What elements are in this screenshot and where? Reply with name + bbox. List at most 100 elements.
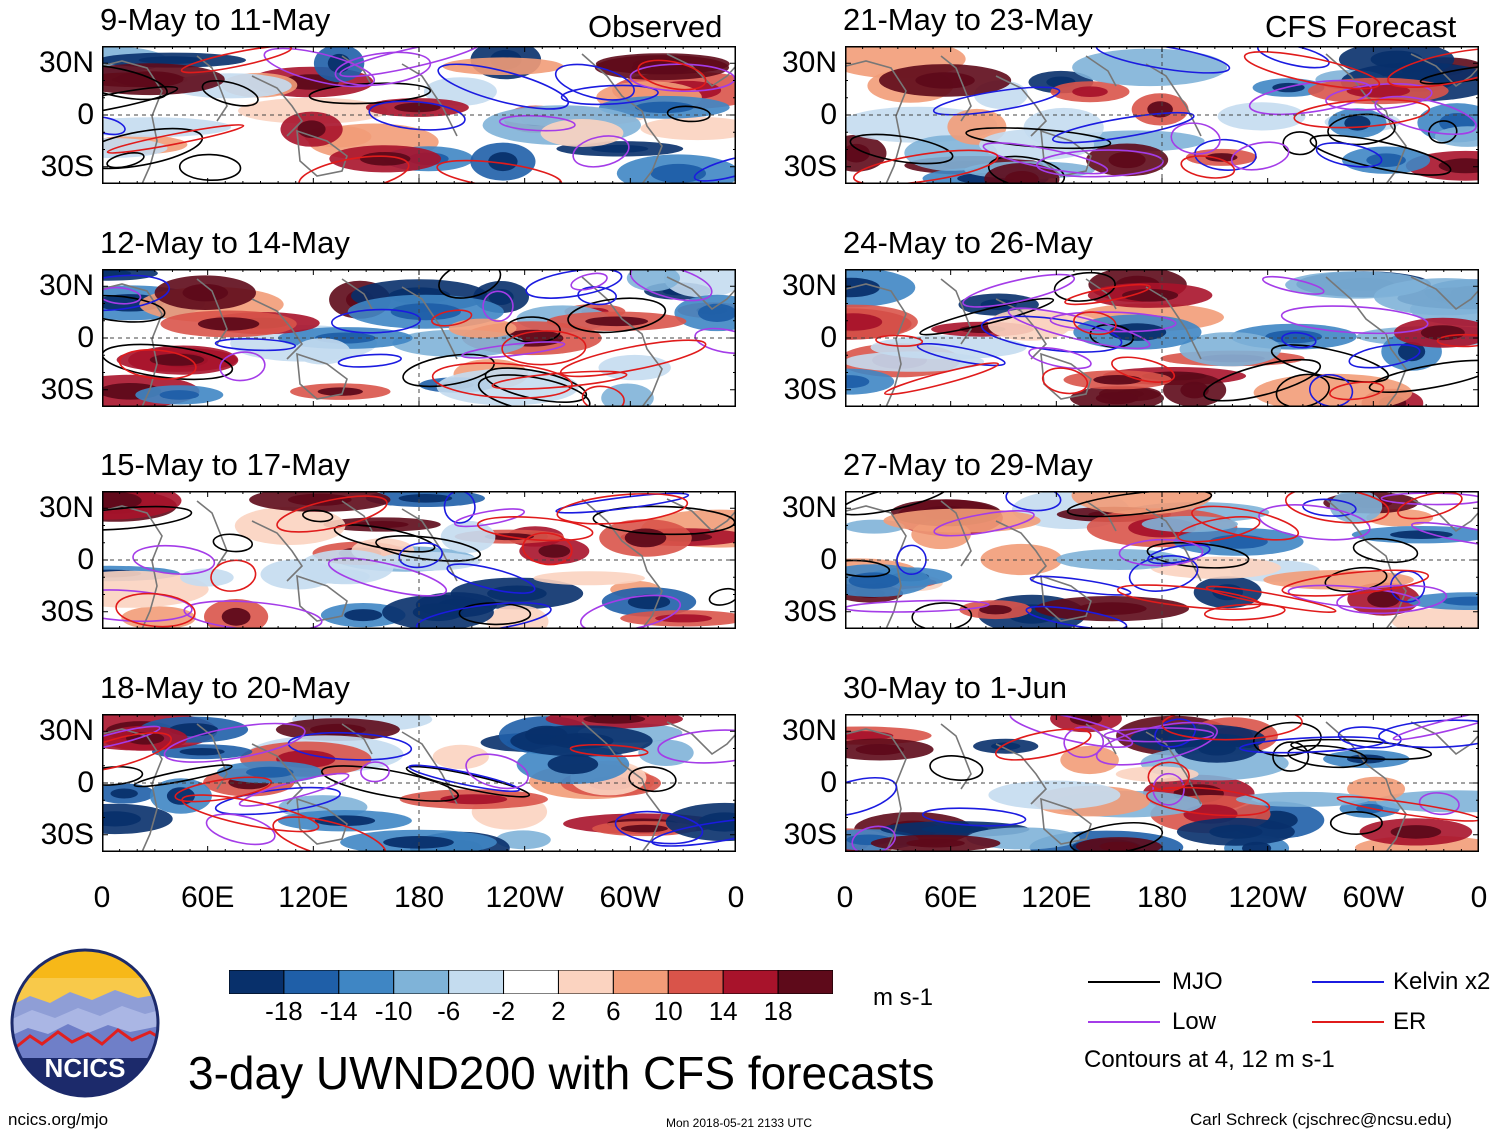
coastline <box>995 75 1048 137</box>
coastline <box>940 55 972 122</box>
lon-label-60w: 60W <box>599 881 662 914</box>
contour-low <box>461 341 566 359</box>
panel-title-1-0: 21-May to 23-May <box>843 2 1093 37</box>
wind-anomaly-core <box>1205 153 1238 162</box>
wind-anomaly-core <box>1420 325 1465 341</box>
contour-kelvin-x2 <box>398 542 443 569</box>
wind-anomaly-core <box>845 277 880 298</box>
wind-anomaly-blob <box>1072 48 1228 87</box>
wind-anomaly-blob <box>448 318 517 338</box>
contour-low <box>1336 584 1448 615</box>
map-svg-1-1 <box>845 269 1479 407</box>
contour-er <box>276 495 388 533</box>
contour-er <box>522 532 573 566</box>
colorbar-swatch <box>722 969 779 995</box>
wind-anomaly-core <box>1390 530 1453 539</box>
map-panel-0-1 <box>102 269 736 407</box>
coastline <box>845 505 907 629</box>
wind-anomaly-core <box>1390 825 1442 839</box>
contour-mjo <box>1203 358 1322 402</box>
wind-anomaly-core <box>591 144 649 153</box>
colorbar-label: 6 <box>606 996 621 1026</box>
contour-kelvin-x2 <box>437 63 570 110</box>
map-svg-1-3 <box>845 714 1479 852</box>
wind-anomaly-core <box>538 544 571 558</box>
contour-low <box>1036 149 1164 178</box>
contour-kelvin-x2 <box>214 338 297 352</box>
lon-label-120w: 120W <box>485 881 564 914</box>
contour-low <box>339 46 483 78</box>
contour-kelvin-x2 <box>337 353 402 368</box>
coastline <box>196 278 228 345</box>
contour-low <box>1392 714 1479 741</box>
footer-url[interactable]: ncics.org/mjo <box>8 1110 109 1129</box>
contour-er <box>1281 569 1430 597</box>
contour-low <box>1287 584 1421 610</box>
contour-mjo <box>102 765 144 786</box>
contour-mjo <box>1352 537 1419 564</box>
contour-low <box>1170 122 1221 155</box>
observed-header: Observed <box>588 9 723 44</box>
wind-anomaly-core <box>620 824 668 833</box>
contour-mjo <box>919 297 1055 336</box>
panel-title-1-1: 24-May to 26-May <box>843 225 1093 260</box>
lat-label-30s: 30S <box>783 594 837 628</box>
contour-low <box>657 729 736 764</box>
wind-anomaly-blob <box>308 569 370 584</box>
lon-label-120e: 120E <box>278 881 349 914</box>
lat-label-30s: 30S <box>783 149 837 183</box>
wind-anomaly-blob <box>1263 570 1414 590</box>
wind-anomaly-blob <box>845 351 985 372</box>
wind-anomaly-blob <box>533 571 645 586</box>
panel-title-0-3: 18-May to 20-May <box>100 670 350 705</box>
wind-anomaly-core <box>631 61 693 74</box>
wind-anomaly-core <box>845 375 870 389</box>
wind-anomaly-blob <box>845 368 895 395</box>
wind-anomaly-core <box>583 714 646 724</box>
wind-anomaly-core <box>182 284 229 302</box>
wind-anomaly-core <box>1108 151 1146 169</box>
contour-kelvin-x2 <box>214 786 341 816</box>
contour-kelvin-x2 <box>845 776 898 817</box>
lat-label-30n: 30N <box>38 491 94 525</box>
lat-label-0: 0 <box>820 98 837 131</box>
contour-low <box>132 544 216 575</box>
wind-anomaly-core <box>1180 381 1209 399</box>
wind-anomaly-core <box>1265 330 1323 344</box>
lon-label-180: 180 <box>393 881 445 914</box>
wind-anomaly-core <box>115 71 184 88</box>
wind-anomaly-core <box>1366 153 1406 167</box>
wind-anomaly-core <box>344 609 383 622</box>
wind-anomaly-blob <box>180 568 234 587</box>
wind-anomaly-core <box>179 748 225 756</box>
contour-er <box>995 728 1092 761</box>
contour-er <box>875 334 924 347</box>
wind-anomaly-blob <box>1115 766 1199 782</box>
contour-low <box>1280 305 1429 335</box>
wind-anomaly-core <box>102 811 141 827</box>
coastline <box>1410 498 1479 533</box>
wind-anomaly-core <box>1209 824 1263 839</box>
contour-mjo <box>320 765 460 802</box>
wind-anomaly-blob <box>988 780 1121 810</box>
contour-er <box>852 149 999 184</box>
contour-mjo <box>929 755 984 781</box>
colorbar-swatch <box>338 969 395 995</box>
contour-er <box>1041 367 1089 395</box>
contour-low <box>1007 307 1151 350</box>
colorbar-label: -2 <box>491 996 516 1026</box>
lon-label-60e: 60E <box>180 881 235 914</box>
contour-mjo <box>106 152 145 169</box>
wind-anomaly-core <box>488 289 514 305</box>
contour-er <box>1284 491 1390 524</box>
colorbar-label: -14 <box>320 996 358 1026</box>
contour-mjo <box>1066 491 1213 518</box>
lat-label-0: 0 <box>77 766 94 799</box>
wind-anomaly-blob <box>486 605 549 629</box>
coastline <box>1085 55 1117 87</box>
contour-mjo <box>133 764 233 788</box>
wind-anomaly-blob <box>234 506 346 545</box>
lon-label-60e: 60E <box>923 881 978 914</box>
lon-label-0: 0 <box>1470 881 1488 914</box>
wind-anomaly-core <box>979 605 1012 615</box>
